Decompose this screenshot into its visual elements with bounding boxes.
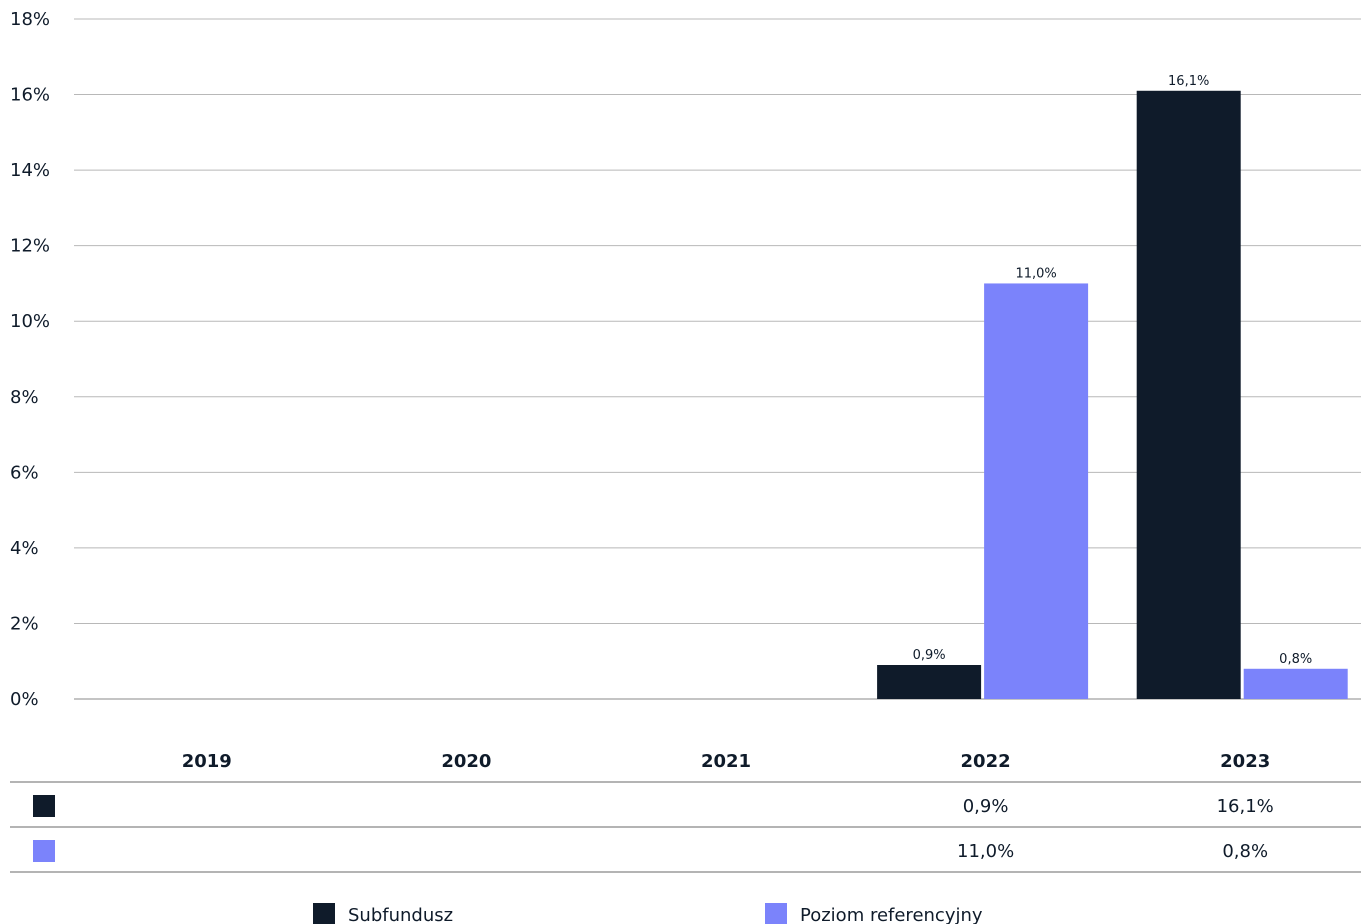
bar-data-label: 0,9% bbox=[913, 648, 946, 663]
y-tick-label: 4% bbox=[10, 538, 39, 559]
bar-data-label: 11,0% bbox=[1015, 266, 1056, 281]
bar bbox=[1136, 90, 1241, 700]
table-series-swatch bbox=[33, 840, 55, 862]
bar-data-label: 16,1% bbox=[1168, 74, 1209, 89]
y-tick-label: 6% bbox=[10, 462, 39, 483]
x-category-label: 2020 bbox=[441, 751, 491, 772]
y-tick-label: 14% bbox=[10, 160, 50, 181]
legend-swatch bbox=[313, 903, 335, 924]
x-category-label: 2021 bbox=[701, 751, 751, 772]
legend-label: Poziom referencyjny bbox=[800, 905, 983, 924]
table-series-swatch bbox=[33, 795, 55, 817]
x-axis-categories: 2019 2020 2021 2022 2023 bbox=[182, 751, 1271, 772]
legend-label: Subfundusz bbox=[348, 905, 453, 924]
legend-swatch bbox=[765, 903, 787, 924]
x-category-label: 2022 bbox=[961, 751, 1011, 772]
gridlines bbox=[74, 18, 1361, 700]
data-labels: 0,9% 11,0% 16,1% 0,8% bbox=[913, 74, 1313, 667]
bar bbox=[984, 283, 1089, 699]
bar bbox=[877, 665, 982, 699]
y-tick-label: 18% bbox=[10, 9, 50, 30]
table-cell: 11,0% bbox=[957, 841, 1014, 862]
table-cell: 16,1% bbox=[1217, 796, 1274, 817]
legend: Subfundusz Poziom referencyjny bbox=[313, 903, 983, 924]
y-tick-label: 0% bbox=[10, 689, 39, 710]
y-tick-label: 12% bbox=[10, 236, 50, 257]
data-table: 0,9% 16,1% 11,0% 0,8% bbox=[10, 781, 1361, 873]
bar bbox=[1243, 668, 1348, 699]
bar-data-label: 0,8% bbox=[1279, 652, 1312, 667]
y-tick-label: 16% bbox=[10, 85, 50, 106]
bars bbox=[877, 90, 1348, 700]
y-tick-label: 2% bbox=[10, 613, 39, 634]
table-cell: 0,9% bbox=[963, 796, 1009, 817]
x-category-label: 2023 bbox=[1220, 751, 1270, 772]
table-cell: 0,8% bbox=[1222, 841, 1268, 862]
y-tick-label: 10% bbox=[10, 311, 50, 332]
y-axis-ticks: 0% 2% 4% 6% 8% 10% 12% 14% 16% 18% bbox=[10, 9, 50, 710]
x-category-label: 2019 bbox=[182, 751, 232, 772]
y-tick-label: 8% bbox=[10, 387, 39, 408]
